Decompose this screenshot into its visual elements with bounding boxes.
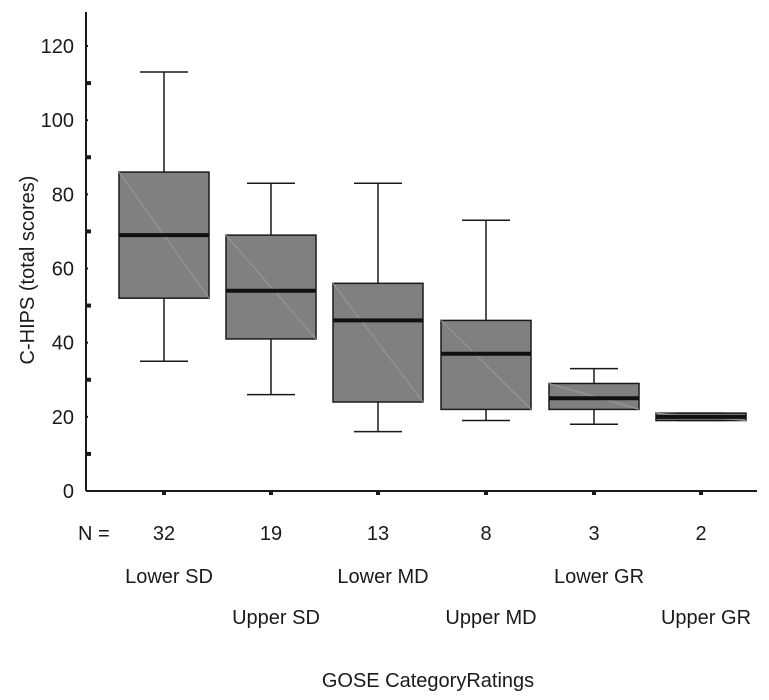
y-tick-label: 40: [52, 333, 74, 355]
y-tick-label: 80: [52, 184, 74, 206]
x-category-label: Upper MD: [445, 607, 536, 629]
n-count-label: 19: [260, 523, 282, 545]
n-count-label: 8: [480, 523, 491, 545]
n-prefix-label: N =: [78, 523, 110, 545]
x-category-label: Upper SD: [232, 607, 320, 629]
x-axis-title: GOSE CategoryRatings: [322, 670, 534, 692]
y-tick-label: 120: [41, 36, 74, 58]
n-count-label: 2: [695, 523, 706, 545]
n-count-label: 32: [153, 523, 175, 545]
n-count-label: 3: [588, 523, 599, 545]
y-tick-label: 60: [52, 259, 74, 281]
y-tick-label: 0: [63, 481, 74, 503]
y-tick-label: 100: [41, 110, 74, 132]
y-axis-title: C-HIPS (total scores): [17, 176, 39, 365]
y-tick-label: 20: [52, 407, 74, 429]
box-shading-line: [225, 234, 317, 340]
box-shading-line: [332, 283, 424, 403]
x-category-label: Lower SD: [125, 566, 213, 588]
x-category-label: Lower GR: [554, 566, 644, 588]
n-count-label: 13: [367, 523, 389, 545]
x-category-label: Upper GR: [661, 607, 751, 629]
box-shading-line: [440, 320, 532, 410]
x-category-label: Lower MD: [337, 566, 428, 588]
